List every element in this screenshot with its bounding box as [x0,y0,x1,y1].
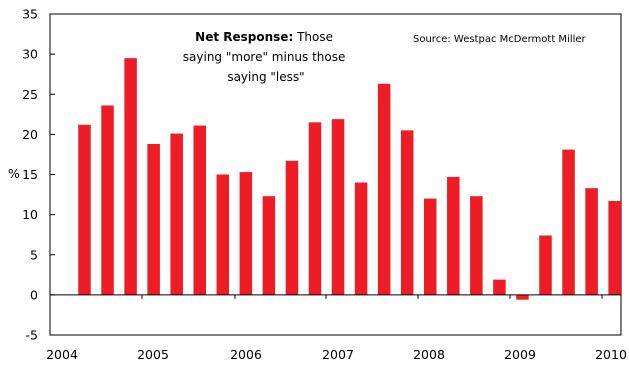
bar [216,174,230,295]
bar [377,83,391,295]
bar [331,119,345,295]
bar [539,235,552,295]
y-tick-label: 15 [22,167,38,182]
x-tick-label: 2006 [230,347,262,362]
bar [516,294,529,300]
bar [193,125,206,295]
y-tick-label: 10 [22,207,38,222]
y-tick-label: -5 [26,328,38,343]
y-axis: 35 30 25 20 15 10 5 0 -5 [22,7,55,343]
y-tick-label: 5 [30,247,38,262]
bar [262,196,276,295]
annotation-line3: saying "less" [227,70,304,84]
x-tick-label: 2009 [504,347,536,362]
bar [124,58,137,295]
annotation-bold: Net Response: [195,30,293,44]
bar [585,188,598,295]
bar [147,144,160,295]
bar [470,196,483,295]
bar [354,182,368,295]
annotation-line1: Those [293,30,333,44]
bar [170,133,183,295]
y-tick-label: 35 [22,7,38,22]
x-tick-label: 2005 [137,347,169,362]
bars [78,58,621,300]
bar [400,130,414,295]
x-tick-label: 2007 [322,347,354,362]
x-tick-label: 2004 [46,347,78,362]
bar [447,176,460,295]
bar [308,122,322,295]
bar [493,279,506,295]
x-tick-label: 2008 [413,347,445,362]
bar [562,149,575,295]
bar [239,172,253,295]
x-tick-label: 2010 [595,347,627,362]
y-tick-label: 0 [30,287,38,302]
annotation-line2: saying "more" minus those [183,50,346,64]
bar [78,124,91,295]
x-axis: 2004 2005 2006 2007 2008 2009 2010 [46,294,627,362]
bar [424,198,437,295]
bar [285,160,299,295]
bar [101,105,114,295]
y-tick-label: 30 [22,47,38,62]
y-tick-label: 20 [22,127,38,142]
y-tick-label: 25 [22,87,38,102]
y-axis-label: % [8,166,20,181]
net-response-annotation: Net Response: Those saying "more" minus … [183,30,349,84]
bar [608,200,621,295]
source-note: Source: Westpac McDermott Miller [413,34,587,45]
